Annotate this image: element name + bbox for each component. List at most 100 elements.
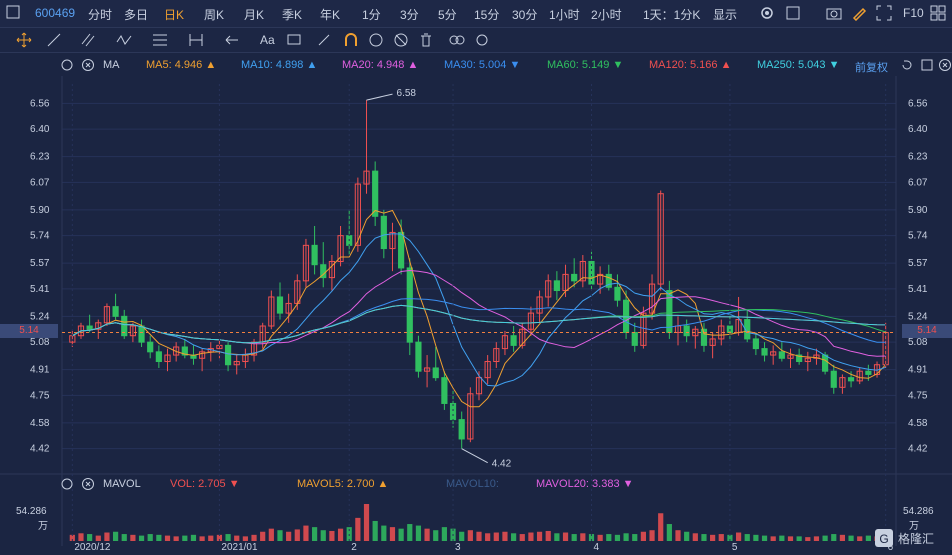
minimize-icon[interactable] (920, 58, 936, 74)
move-icon[interactable] (16, 32, 32, 48)
mavol10-value: MAVOL10: (446, 478, 499, 490)
candle-body (103, 306, 111, 324)
volume-bar (684, 531, 690, 541)
settings-icon[interactable] (759, 5, 775, 21)
candle-body (501, 335, 509, 350)
panel-close-icon[interactable] (938, 58, 952, 74)
x-tick-label: 2 (351, 542, 357, 553)
volume-bar (692, 533, 698, 541)
candle-body (709, 338, 716, 346)
candle-body (856, 370, 863, 382)
period-select[interactable]: 1天：1分K (643, 8, 701, 22)
period-tab[interactable]: 多日 (124, 8, 149, 22)
period-tab[interactable]: 年K (320, 8, 341, 22)
grid-icon[interactable] (930, 5, 946, 21)
wave-tool-icon[interactable] (116, 32, 132, 48)
brand-logo: G 格隆汇 (874, 527, 944, 549)
candle-body (666, 290, 673, 333)
candle-body (432, 367, 439, 379)
magnet-icon[interactable] (343, 32, 359, 48)
y-tick-label-left: 5.57 (30, 258, 50, 269)
volume-bar (415, 525, 422, 541)
pen-icon[interactable] (851, 5, 867, 22)
kline-chart[interactable]: 6.56 6.56 6.40 6.40 6.23 6.23 6.07 6.07 5.90 5.90… (0, 76, 952, 555)
ma5-value: MA5: 4.946 ▲ (146, 59, 217, 71)
period-tab[interactable]: 15分 (474, 8, 500, 22)
period-tab[interactable]: 3分 (400, 8, 419, 22)
period-tab[interactable]: 分时 (88, 8, 113, 22)
volume-close-icon[interactable] (81, 477, 97, 493)
volume-bar (727, 534, 733, 541)
f10-button[interactable]: F10 (903, 6, 924, 20)
volume-bar (303, 525, 309, 541)
fibonacci-icon[interactable] (152, 32, 168, 48)
candle-body (86, 325, 93, 330)
volume-bar (320, 530, 326, 541)
candle-body (579, 260, 586, 282)
x-tick-label: 4 (593, 542, 599, 553)
sidebar-toggle-icon[interactable] (6, 5, 22, 21)
volume-bar (753, 534, 759, 541)
line-tool-icon[interactable] (46, 32, 62, 48)
volume-settings-icon[interactable] (60, 477, 76, 493)
candle-body (302, 244, 310, 282)
display-menu[interactable]: 显示 (713, 8, 738, 22)
y-tick-label-right: 6.40 (908, 124, 928, 135)
period-tab[interactable]: 周K (204, 8, 225, 22)
undo-icon[interactable] (900, 58, 916, 74)
toolbar-settings-icon[interactable] (474, 32, 490, 48)
candle-body (744, 319, 751, 340)
volume-bar (337, 528, 344, 541)
close-icon[interactable] (81, 58, 97, 74)
y-tick-label-left: 5.90 (30, 205, 50, 216)
volume-bar (770, 536, 776, 541)
candle-body (121, 315, 128, 337)
volume-bar (138, 535, 145, 541)
period-tab[interactable]: 1小时 (549, 8, 580, 22)
compare-icon[interactable] (448, 32, 465, 48)
ma-line (72, 304, 886, 344)
volume-bar (372, 520, 378, 541)
indicator-settings-icon[interactable] (60, 58, 76, 74)
checkbox-icon[interactable] (785, 5, 801, 21)
x-tick-label: 5 (732, 542, 738, 553)
period-tab[interactable]: 30分 (512, 8, 538, 22)
trash-icon[interactable] (418, 32, 434, 48)
channel-tool-icon[interactable] (80, 32, 96, 48)
volume-bar (147, 534, 153, 541)
candle-body (147, 341, 154, 353)
candle-body (112, 306, 119, 317)
ruler-icon[interactable] (316, 32, 332, 48)
arrow-tool-icon[interactable] (224, 32, 240, 48)
adjust-mode[interactable]: 前复权 (855, 62, 888, 74)
volume-bar (796, 536, 802, 541)
period-tab-active[interactable]: 日K (164, 8, 185, 22)
candle-body (415, 341, 422, 372)
candle-body (770, 351, 777, 356)
candle-body (363, 170, 370, 185)
candle-body (250, 341, 258, 356)
candle-body (311, 244, 318, 266)
period-tab[interactable]: 季K (282, 8, 303, 22)
camera-icon[interactable] (826, 5, 842, 21)
period-tab[interactable]: 月K (244, 8, 265, 22)
volume-bar (329, 530, 335, 541)
volume-bar (632, 534, 638, 541)
volume-bar (190, 534, 197, 541)
top-bar: 600469 分时 多日 日K 周K 月K 季K 年K 1分 3分 5分 15分… (0, 0, 952, 28)
fullscreen-icon[interactable] (876, 5, 892, 21)
text-tool[interactable]: Aa (260, 33, 275, 47)
period-tab[interactable]: 5分 (438, 8, 457, 22)
note-icon[interactable] (286, 32, 302, 48)
period-tab[interactable]: 1分 (362, 8, 381, 22)
lock-icon[interactable] (368, 32, 384, 48)
measure-icon[interactable] (188, 32, 204, 48)
candle-body (830, 370, 837, 388)
candle-body (778, 351, 785, 359)
volume-bar (839, 534, 846, 541)
hide-icon[interactable] (393, 32, 409, 48)
logo-text: 格隆汇 (898, 532, 935, 546)
volume-bar (104, 532, 110, 541)
period-tab[interactable]: 2小时 (591, 8, 622, 22)
logo-icon: G (875, 529, 893, 547)
